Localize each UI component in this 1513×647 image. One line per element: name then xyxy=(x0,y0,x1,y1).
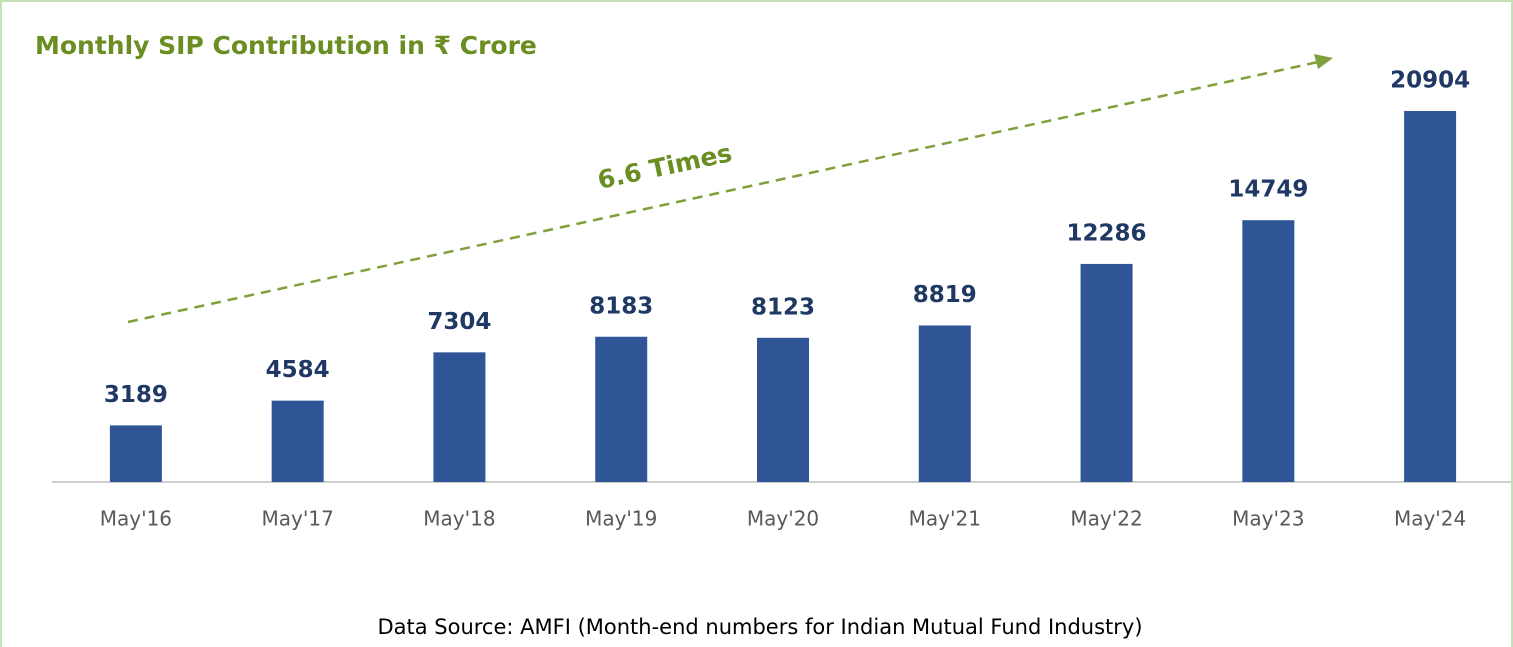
value-label: 4584 xyxy=(266,357,330,383)
bar xyxy=(1242,220,1295,482)
x-tick-label: May'16 xyxy=(100,507,172,531)
bar xyxy=(1404,110,1457,482)
value-label: 8183 xyxy=(589,293,653,319)
value-label: 20904 xyxy=(1390,67,1470,93)
x-tick-label: May'21 xyxy=(909,507,981,531)
x-tick-label: May'23 xyxy=(1232,507,1304,531)
value-label: 14749 xyxy=(1228,177,1308,203)
value-label: 12286 xyxy=(1067,220,1147,246)
bar xyxy=(271,400,324,482)
x-tick-label: May'20 xyxy=(747,507,819,531)
annotation: 6.6 Times xyxy=(595,138,735,195)
bar xyxy=(109,425,162,482)
trend-arrow xyxy=(127,60,1319,324)
x-tick-label: May'24 xyxy=(1394,507,1466,531)
bar xyxy=(1080,263,1133,482)
chart-title: Monthly SIP Contribution in ₹ Crore xyxy=(35,31,537,60)
source-note: Data Source: AMFI (Month-end numbers for… xyxy=(377,615,1142,639)
x-tick-label: May'18 xyxy=(423,507,495,531)
x-tick-label: May'22 xyxy=(1070,507,1142,531)
bar xyxy=(595,336,648,482)
value-label: 3189 xyxy=(104,382,168,408)
value-label: 8123 xyxy=(751,294,815,320)
x-tick-label: May'19 xyxy=(585,507,657,531)
x-tick-label: May'17 xyxy=(262,507,334,531)
bar xyxy=(433,352,486,482)
arrow-head xyxy=(1314,54,1333,69)
value-label: 7304 xyxy=(427,309,491,335)
value-label: 8819 xyxy=(913,282,977,308)
bar xyxy=(757,337,809,482)
bar xyxy=(918,325,971,482)
